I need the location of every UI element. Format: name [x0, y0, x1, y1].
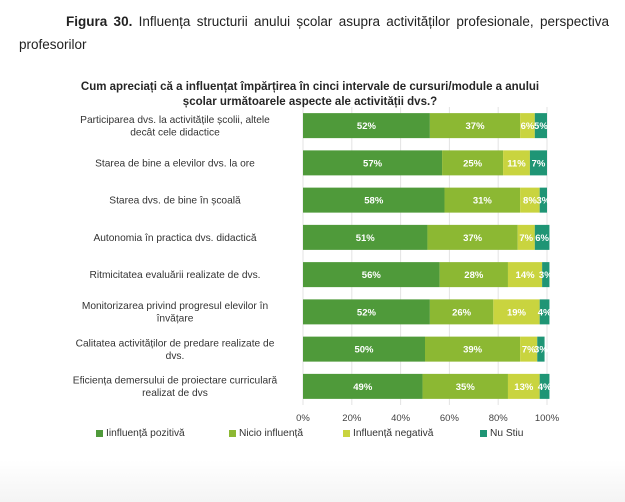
- x-tick-label: 100%: [535, 413, 560, 424]
- data-label: 39%: [463, 345, 483, 356]
- data-label: 4%: [538, 307, 552, 318]
- bar-segment: [429, 113, 521, 139]
- bar-segment: [539, 373, 550, 399]
- category-label: Ritmicitatea evaluării realizate de dvs.: [90, 270, 261, 281]
- data-label: 7%: [532, 158, 546, 169]
- bar-segment: [425, 336, 521, 362]
- figure-number: Figura 30.: [66, 14, 133, 29]
- bar-segment: [529, 150, 547, 176]
- data-label: 49%: [353, 382, 373, 393]
- legend-swatch-icon: [96, 430, 103, 437]
- data-label: 13%: [514, 382, 534, 393]
- data-label: 26%: [452, 307, 472, 318]
- data-label: 37%: [466, 121, 486, 132]
- bar-segment: [303, 336, 425, 362]
- data-label: 58%: [364, 196, 384, 207]
- bar-segment: [439, 262, 508, 288]
- data-label: 35%: [456, 382, 476, 393]
- bar-segment: [539, 187, 547, 213]
- data-label: 6%: [535, 233, 549, 244]
- data-label: 50%: [354, 345, 374, 356]
- data-label: 52%: [357, 121, 377, 132]
- data-label: 5%: [534, 121, 548, 132]
- bar-segment: [520, 187, 540, 213]
- bar-segment: [534, 224, 550, 250]
- bar-segment: [303, 373, 423, 399]
- data-label: 4%: [538, 382, 552, 393]
- bar-segment: [422, 373, 508, 399]
- bar-segment: [444, 187, 521, 213]
- category-label: Autonomia în practica dvs. didactică: [93, 233, 256, 244]
- bar-segment: [303, 113, 430, 139]
- bar-segment: [303, 299, 430, 325]
- bar-segment: [537, 336, 545, 362]
- bar-segment: [507, 262, 543, 288]
- legend-swatch-icon: [229, 430, 236, 437]
- data-label: 57%: [363, 158, 383, 169]
- data-label: 3%: [539, 270, 553, 281]
- data-label: 25%: [463, 158, 483, 169]
- bar-segment: [542, 262, 550, 288]
- data-label: 7%: [519, 233, 533, 244]
- data-label: 52%: [357, 307, 377, 318]
- bar-segment: [427, 224, 518, 250]
- data-label: 28%: [464, 270, 484, 281]
- legend-label: Iinfluență pozitivă: [106, 428, 185, 439]
- data-label: 3%: [536, 196, 550, 207]
- legend-label: Nicio influență: [239, 428, 303, 439]
- data-label: 31%: [473, 196, 493, 207]
- bar-segment: [493, 299, 540, 325]
- bar-segment: [520, 113, 535, 139]
- legend-swatch-icon: [343, 430, 350, 437]
- bar-segment: [303, 150, 443, 176]
- data-label: 11%: [507, 158, 526, 169]
- data-label: 19%: [507, 307, 527, 318]
- x-tick-label: 20%: [342, 413, 362, 424]
- x-tick-label: 40%: [391, 413, 411, 424]
- data-label: 51%: [356, 233, 376, 244]
- bar-segment: [442, 150, 504, 176]
- data-label: 14%: [516, 270, 536, 281]
- bar-segment: [534, 113, 547, 139]
- figure-caption: Figura 30. Influența structurii anului ș…: [19, 10, 609, 56]
- legend-swatch-icon: [480, 430, 487, 437]
- x-tick-label: 80%: [489, 413, 509, 424]
- x-tick-label: 60%: [440, 413, 460, 424]
- bar-segment: [303, 262, 440, 288]
- legend-item: Iinfluență pozitivă: [96, 428, 185, 439]
- legend-label: Influență negativă: [353, 428, 434, 439]
- data-label: 3%: [534, 345, 548, 356]
- data-label: 6%: [521, 121, 535, 132]
- data-label: 37%: [463, 233, 483, 244]
- chart-legend: Iinfluență pozitivă Nicio influență Influe…: [0, 428, 625, 444]
- bar-segment: [429, 299, 494, 325]
- legend-item: Nu Stiu: [480, 428, 523, 439]
- bar-segment: [507, 373, 540, 399]
- category-label: Starea de bine a elevilor dvs. la ore: [95, 158, 255, 169]
- legend-item: Nicio influență: [229, 428, 303, 439]
- data-label: 56%: [362, 270, 382, 281]
- legend-item: Influență negativă: [343, 428, 433, 439]
- legend-label: Nu Stiu: [490, 428, 524, 439]
- chart-title: Cum apreciați că a influențat împărțirea…: [80, 81, 540, 108]
- category-label: Calitatea activităților de predare reali…: [76, 338, 275, 362]
- category-label: Monitorizarea privind progresul elevilor…: [82, 301, 268, 325]
- category-label: Participarea dvs. la activitățile școlii…: [80, 115, 270, 139]
- figure-caption-text: Influența structurii anului școlar asupr…: [19, 14, 609, 52]
- bar-segment: [303, 187, 445, 213]
- bar-segment: [303, 224, 428, 250]
- x-tick-label: 0%: [296, 413, 310, 424]
- bar-segment: [503, 150, 530, 176]
- data-label: 8%: [523, 196, 537, 207]
- category-label: Starea dvs. de bine în școală: [109, 196, 241, 207]
- bar-segment: [539, 299, 550, 325]
- data-label: 7%: [522, 345, 536, 356]
- bar-segment: [520, 336, 538, 362]
- bar-segment: [517, 224, 535, 250]
- category-label: Eficiența demersului de proiectare curri…: [73, 376, 278, 400]
